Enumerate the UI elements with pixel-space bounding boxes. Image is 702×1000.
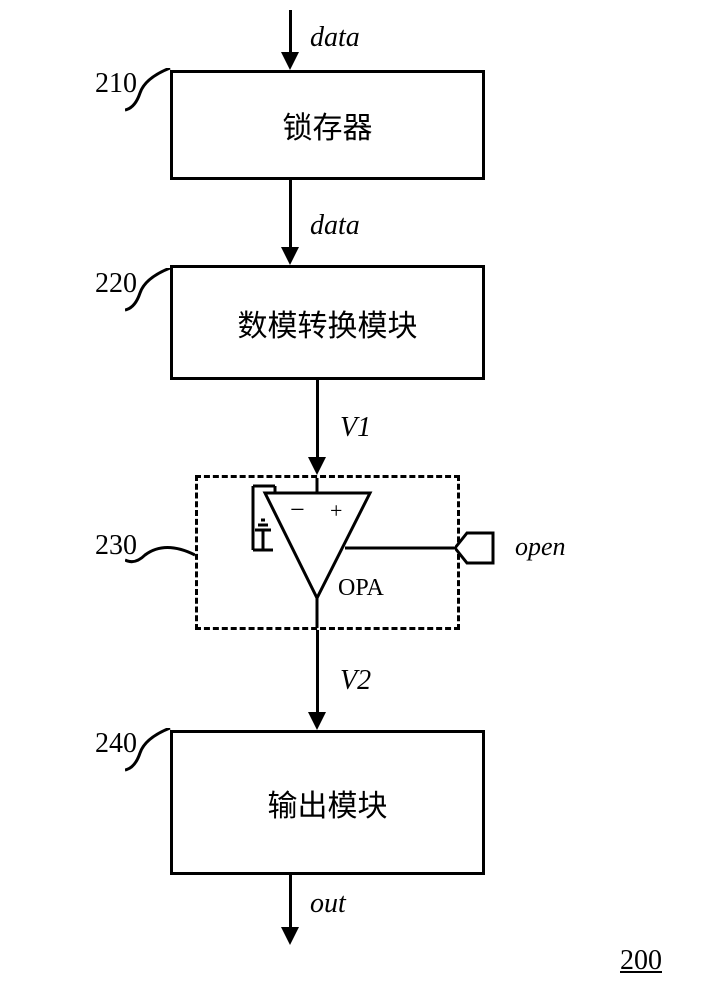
box-dac: 数模转换模块 [170, 265, 485, 380]
svg-text:−: − [290, 495, 305, 524]
box-dac-label: 数模转换模块 [238, 301, 418, 345]
arrow-a3-head [308, 712, 326, 730]
label-opa-text: OPA [338, 575, 384, 602]
diagram-canvas: data 210 锁存器 data 220 数模转换模块 V1 230 [0, 0, 702, 1000]
opa-symbol: + − [205, 478, 455, 628]
arrow-a2-line [316, 380, 319, 457]
label-data-in: data [310, 22, 360, 54]
ref-210: 210 [95, 68, 137, 100]
label-v2: V2 [340, 665, 371, 697]
arrow-a2-head [308, 457, 326, 475]
ref-220: 220 [95, 268, 137, 300]
arrow-a3-line [316, 630, 319, 712]
label-open: open [515, 532, 566, 562]
box-latch-label: 锁存器 [283, 103, 373, 147]
box-output-label: 输出模块 [268, 781, 388, 825]
label-out: out [310, 888, 346, 920]
label-v1: V1 [340, 412, 371, 444]
arrow-a1-head [281, 247, 299, 265]
arrow-out-line [289, 875, 292, 927]
box-latch: 锁存器 [170, 70, 485, 180]
ref-240: 240 [95, 728, 137, 760]
arrow-input-line [289, 10, 292, 52]
label-data-mid: data [310, 210, 360, 242]
arrow-input-head [281, 52, 299, 70]
open-connector [455, 530, 505, 566]
arrow-a1-line [289, 180, 292, 247]
figure-number: 200 [620, 945, 662, 977]
arrow-out-head [281, 927, 299, 945]
ref-230: 230 [95, 530, 137, 562]
svg-text:+: + [330, 498, 342, 523]
box-output: 输出模块 [170, 730, 485, 875]
